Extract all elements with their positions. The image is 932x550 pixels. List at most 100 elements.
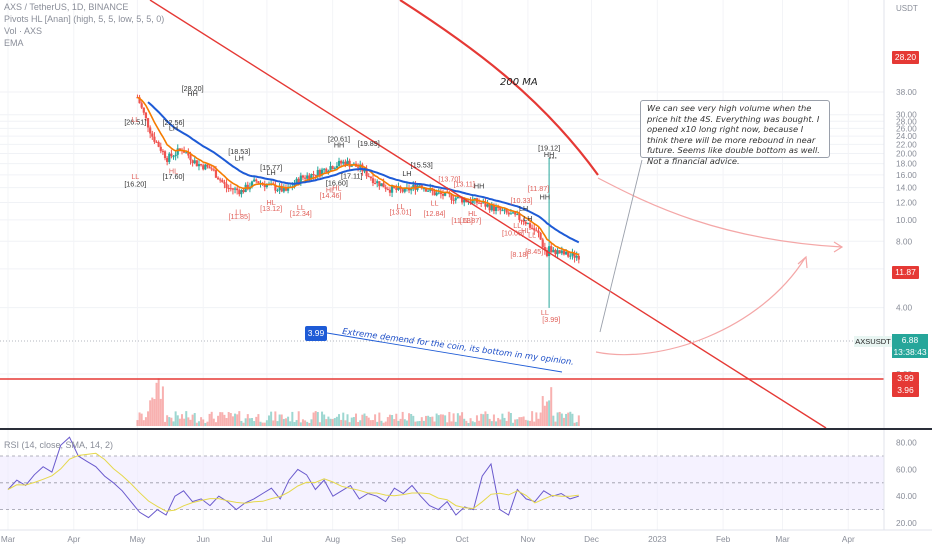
volume-bar [297, 411, 300, 426]
volume-bar [386, 417, 389, 426]
candle-body [174, 154, 177, 157]
candle-body [492, 204, 496, 211]
pivot-label: [28.20] [182, 84, 204, 93]
volume-bar [391, 415, 394, 426]
pivot-label: [13.01] [390, 207, 412, 216]
rsi-tick-label: 60.00 [896, 464, 917, 474]
volume-bar [384, 421, 387, 426]
volume-bar [352, 417, 355, 426]
volume-bar [376, 421, 379, 426]
price-tick-label: 14.00 [896, 183, 917, 193]
candle-body [284, 186, 288, 191]
candle-body [318, 170, 322, 176]
price-tick-label: 4.00 [896, 303, 913, 313]
candle-body [335, 165, 339, 169]
candle-body [301, 175, 305, 178]
volume-bar [176, 415, 179, 426]
time-tick-label: Nov [520, 534, 536, 544]
low-price-tag: 3.96 [892, 384, 919, 397]
candle-countdown: 13:38:43 [893, 347, 927, 357]
candle-body [437, 192, 440, 194]
volume-bar [367, 417, 370, 426]
volume-bar [280, 414, 283, 426]
volume-bar [526, 420, 529, 426]
candle-body [197, 164, 201, 167]
time-tick-label: Dec [584, 534, 599, 544]
candle-body [550, 246, 553, 253]
volume-bar [425, 415, 428, 426]
candle-body [276, 190, 279, 192]
volume-bar [295, 420, 298, 426]
candle-body [454, 198, 457, 201]
price-tick-label: 38.00 [896, 87, 917, 97]
candle-body [401, 189, 404, 192]
rsi-indicator-label[interactable]: RSI (14, close, SMA, 14, 2) [4, 440, 114, 450]
volume-bar [393, 419, 396, 426]
volume-bar [333, 418, 336, 426]
candle-body [342, 161, 345, 164]
candle-body [306, 175, 309, 179]
resistance-price-tag: 11.87 [892, 266, 919, 279]
volume-bar [276, 421, 279, 426]
pivot-label: HL [332, 183, 341, 192]
time-tick-label: Mar [1, 534, 16, 544]
candle-body [558, 250, 561, 254]
candle-body [450, 194, 453, 200]
volume-bar [359, 420, 362, 426]
pivot-label: [10.33] [511, 196, 533, 205]
volume-bar [229, 413, 232, 426]
volume-bar [465, 420, 468, 426]
volume-indicator-label[interactable]: Vol · AXS [4, 26, 43, 36]
candle-body [208, 166, 211, 169]
price-tick-label: 12.00 [896, 197, 917, 207]
pivot-labels: [26.51]LL[28.20]HH[22.56]LH[16.20]LL [17.… [124, 84, 560, 324]
pivot-label: LH [519, 204, 528, 213]
volume-bar [545, 401, 548, 426]
candle-body [569, 255, 572, 257]
pivot-label: HH [187, 89, 197, 98]
candle-body [541, 239, 544, 248]
volume-bar [242, 422, 245, 426]
volume-bar [136, 420, 139, 426]
time-tick-label: Mar [775, 534, 790, 544]
pivot-label: LH [169, 124, 178, 133]
volume-bar [318, 422, 321, 426]
candle-body [373, 183, 377, 185]
candle-body [308, 175, 311, 180]
pivots-indicator-label[interactable]: Pivots HL [Anan] (high, 5, 5, low, 5, 5,… [4, 14, 165, 24]
candle-body [528, 223, 532, 228]
pivot-label: LL [513, 221, 521, 230]
candle-body [427, 190, 430, 192]
projection-arrowhead-down [833, 241, 844, 253]
volume-bar [291, 411, 294, 426]
analysis-note[interactable]: We can see very high volume when the pri… [640, 100, 830, 166]
volume-bar [355, 413, 357, 426]
volume-bar [210, 411, 213, 426]
volume-bar [571, 413, 574, 426]
pivot-label: [11.87] [528, 184, 549, 193]
rsi-line [7, 436, 579, 519]
ema-indicator-label[interactable]: EMA [4, 38, 24, 48]
candle-body [168, 153, 171, 162]
candle-body [376, 181, 379, 184]
pivot-label: [19.12] [538, 144, 560, 153]
volume-bar [361, 414, 364, 426]
time-tick-label: Feb [716, 534, 731, 544]
candle-body [564, 251, 568, 255]
volume-bar [270, 411, 273, 426]
candle-body [286, 186, 290, 191]
volume-bar [212, 418, 215, 426]
support-price-box[interactable]: 3.99 [305, 326, 327, 341]
volume-bar [458, 415, 461, 426]
candle-body [204, 164, 207, 170]
volume-bar [363, 413, 366, 426]
volume-bar [452, 413, 455, 426]
candle-body [255, 179, 258, 182]
candle-body [193, 160, 196, 164]
candle-body [424, 188, 428, 192]
candle-body [471, 200, 474, 204]
candle-body [357, 166, 360, 168]
candle-body [537, 230, 540, 233]
volume-bar [155, 382, 158, 426]
